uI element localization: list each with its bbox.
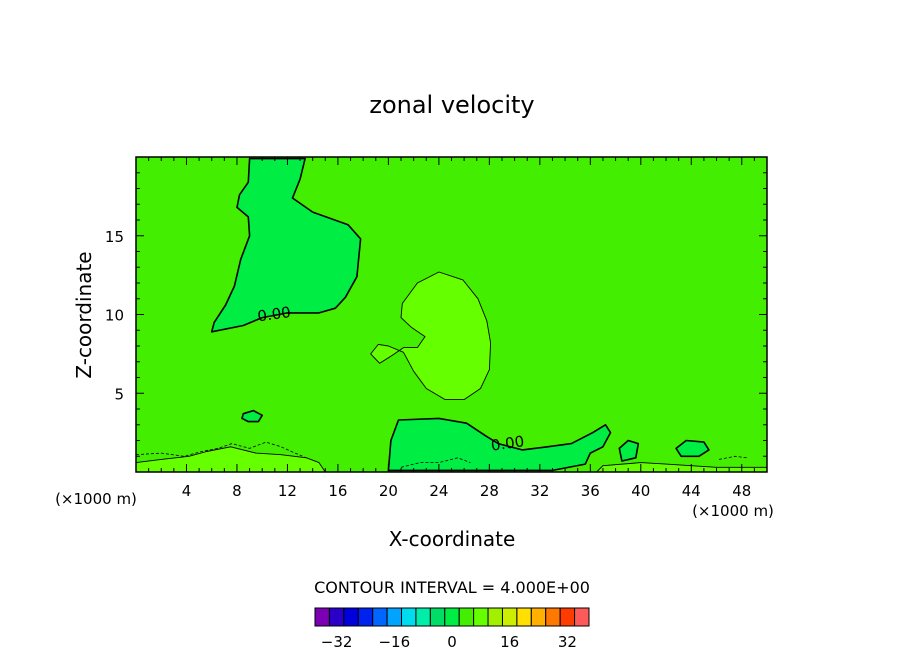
colorbar-swatch — [530, 607, 547, 627]
y-tick-label: 10 — [105, 307, 124, 325]
colorbar-swatch — [545, 607, 561, 627]
x-tick-label: 36 — [581, 482, 600, 500]
x-tick-label: 28 — [480, 482, 499, 500]
colorbar-swatch — [501, 607, 518, 627]
colorbar-swatch — [516, 607, 532, 627]
contour-region-4 — [370, 271, 492, 401]
x-tick-label: 44 — [682, 482, 701, 500]
colorbar-swatch — [574, 607, 590, 627]
x-tick-label: 32 — [530, 482, 549, 500]
y-tick-label: 5 — [114, 385, 124, 403]
x-tick-label: 8 — [232, 482, 242, 500]
colorbar-tick-label: 32 — [558, 633, 577, 651]
x-tick-label: 12 — [278, 482, 297, 500]
contour-region-7 — [136, 446, 326, 472]
colorbar-swatch — [559, 607, 576, 627]
x-tick-label: 20 — [379, 482, 398, 500]
colorbar-swatch — [458, 607, 475, 627]
colorbar-tick-label: −16 — [378, 633, 410, 651]
contour-labels: 0.00 0.00 — [256, 303, 525, 455]
contour-label-2: 0.00 — [490, 432, 526, 454]
colorbar-tick-label: −32 — [321, 633, 353, 651]
colorbar-swatch — [444, 607, 460, 627]
x-tick-label: 48 — [732, 482, 751, 500]
thin-contour-2 — [400, 457, 471, 468]
colorbar-tick-labels: −32 −16 0 16 32 — [321, 633, 577, 651]
colorbar-tick-label: 16 — [500, 633, 519, 651]
y-axis-label: Z-coordinate — [72, 251, 96, 378]
x-tick-label: 24 — [429, 482, 448, 500]
contour-region-2 — [241, 409, 264, 423]
chart-title: zonal velocity — [369, 91, 534, 119]
colorbar-swatch — [343, 607, 359, 627]
x-tick-label: 4 — [182, 482, 192, 500]
x-unit-left: (×1000 m) — [55, 490, 137, 508]
colorbar-swatch — [429, 607, 446, 627]
contour-region-3 — [387, 417, 612, 472]
contour-region-1 — [210, 157, 362, 333]
colorbar-tick-label: 0 — [447, 633, 457, 651]
colorbar-swatch — [328, 607, 345, 627]
colorbar — [314, 607, 590, 627]
x-axis-label: X-coordinate — [389, 527, 516, 551]
colorbar-swatch — [401, 607, 417, 627]
colorbar-swatch — [314, 607, 330, 627]
colorbar-swatch — [487, 607, 503, 627]
y-tick-label: 15 — [105, 228, 124, 246]
contour-label-text: 0.00 — [490, 432, 526, 454]
contour-region-5 — [618, 439, 640, 462]
contour-regions — [136, 157, 767, 472]
x-unit-right: (×1000 m) — [692, 502, 774, 520]
contour-label-1: 0.00 — [256, 303, 292, 325]
colorbar-swatch — [415, 607, 431, 627]
thin-contours — [136, 441, 747, 468]
colorbar-swatch — [473, 607, 489, 627]
contour-region-6 — [675, 439, 710, 458]
x-axis-ticks: 4 8 12 16 20 24 28 32 36 40 44 48 — [148, 157, 755, 500]
x-tick-label: 16 — [328, 482, 347, 500]
contour-label-text: 0.00 — [256, 303, 292, 325]
colorbar-swatch — [372, 607, 388, 627]
contour-interval-label: CONTOUR INTERVAL = 4.000E+00 — [314, 578, 590, 597]
colorbar-swatch — [357, 607, 374, 627]
colorbar-swatch — [386, 607, 403, 627]
thin-contour-3 — [718, 455, 747, 460]
y-axis-ticks: 5 10 15 — [105, 172, 767, 457]
thin-contour-1 — [136, 441, 307, 459]
x-tick-label: 40 — [631, 482, 650, 500]
